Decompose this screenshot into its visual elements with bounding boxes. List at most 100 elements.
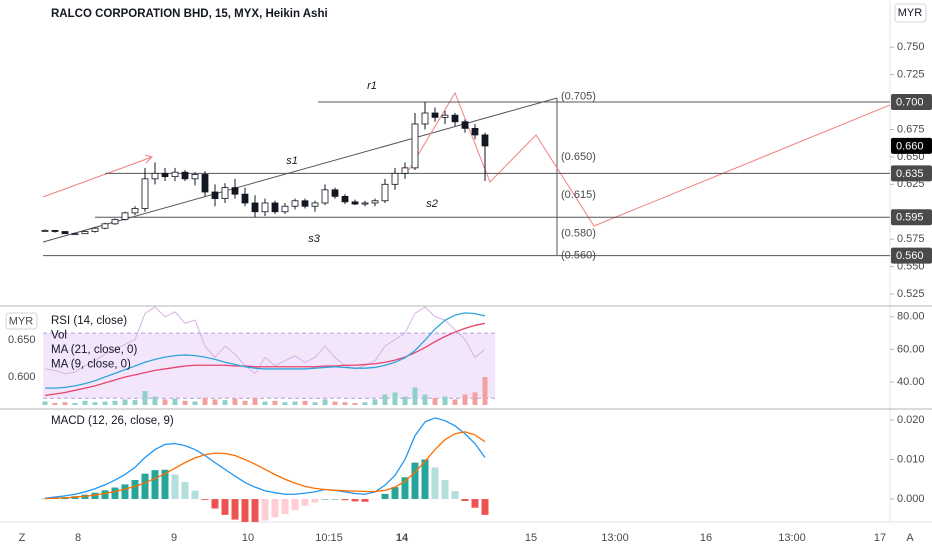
corner-left[interactable]: Z <box>19 532 26 544</box>
volume-bar <box>422 394 428 405</box>
histogram-bar <box>451 491 459 500</box>
volume-bar <box>72 402 78 405</box>
price-label-box <box>891 165 932 182</box>
trend-arrow <box>42 156 153 198</box>
currency-box[interactable] <box>894 3 927 23</box>
x-tick-label: 9 <box>171 532 177 544</box>
volume-bar <box>302 400 308 405</box>
candle-body <box>281 205 289 213</box>
volume-bar <box>432 398 438 405</box>
volume-bar <box>42 401 48 405</box>
histogram-bar <box>301 499 309 506</box>
histogram-bar <box>321 499 329 500</box>
indicator-line <box>44 306 486 375</box>
volume-bar <box>82 400 88 405</box>
candle-body <box>471 127 479 136</box>
price-label: 0.560 <box>896 250 924 262</box>
histogram-bar <box>231 499 239 520</box>
y-tick-label: 0.020 <box>897 414 925 426</box>
x-tick-label: 8 <box>75 532 81 544</box>
y-tick-label: 0.675 <box>897 123 925 135</box>
histogram-bar <box>161 469 169 500</box>
histogram-bar <box>441 480 449 500</box>
volume-bar <box>472 392 478 405</box>
candle-body <box>401 167 409 174</box>
x-tick-label: 16 <box>700 532 712 544</box>
histogram-bar <box>431 467 439 500</box>
candle-body <box>131 208 139 214</box>
volume-bar <box>462 394 468 405</box>
volume-bar <box>182 400 188 405</box>
volume-bar <box>222 400 228 405</box>
x-tick-label: 17 <box>874 532 886 544</box>
volume-bar <box>372 399 378 405</box>
y-tick-label: 60.00 <box>897 343 925 355</box>
volume-bar <box>332 401 338 405</box>
level-label: (0.615) <box>561 189 596 201</box>
candle-body <box>231 187 239 195</box>
histogram-bar <box>181 482 189 500</box>
histogram-bar <box>91 492 99 500</box>
volume-bar <box>122 399 128 405</box>
candle-body <box>211 191 219 199</box>
price-label: 0.635 <box>896 168 924 180</box>
indicator-line <box>44 322 486 397</box>
histogram-bar <box>111 487 119 500</box>
y-tick-label: 80.00 <box>897 311 925 323</box>
histogram-bar <box>131 480 139 500</box>
histogram-bar <box>261 499 269 521</box>
volume-bar <box>212 399 218 405</box>
price-label: 0.700 <box>896 96 924 108</box>
candle-body <box>371 200 379 204</box>
candle-body <box>481 134 489 147</box>
histogram-bar <box>241 499 249 522</box>
histogram-bar <box>191 490 199 500</box>
volume-bar <box>352 402 358 405</box>
macd-line <box>44 431 486 500</box>
price-label: 0.660 <box>896 140 924 152</box>
y-tick-label: 0.010 <box>897 453 925 465</box>
candle-body <box>351 201 359 205</box>
volume-bar <box>242 400 248 405</box>
histogram-bar <box>141 473 149 500</box>
histogram-bar <box>311 499 319 503</box>
level-label: (0.650) <box>561 151 596 163</box>
histogram-bar <box>371 499 379 500</box>
volume-bar <box>402 396 408 405</box>
currency[interactable]: MYR <box>898 7 923 19</box>
histogram-bar <box>201 499 209 500</box>
volume-bar <box>162 399 168 405</box>
candle-body <box>431 112 439 118</box>
histogram-bar <box>401 477 409 500</box>
level-label: (0.705) <box>561 90 596 102</box>
candle-body <box>441 114 449 118</box>
drawings <box>42 91 891 255</box>
candle-body <box>91 227 99 232</box>
volume-bar <box>452 399 458 405</box>
histogram-bar <box>221 499 229 515</box>
projection-zigzag <box>408 91 891 227</box>
volume-bar <box>172 398 178 405</box>
volume-bar <box>322 399 328 405</box>
histogram-bar <box>341 499 349 501</box>
candle-body <box>61 231 69 235</box>
candle-body <box>361 202 369 205</box>
volume-bar <box>52 402 58 405</box>
y2-tick-label: 0.600 <box>8 371 36 383</box>
corner-right[interactable]: A <box>906 532 914 544</box>
legend-entry: Vol <box>51 330 67 342</box>
x-tick-label: 13:00 <box>601 532 629 544</box>
candle-body <box>331 189 339 197</box>
candle-body <box>251 202 259 213</box>
volume-bar <box>292 401 298 405</box>
histogram-bar <box>391 487 399 500</box>
volume-bar <box>382 394 388 405</box>
histogram-bar <box>41 498 49 500</box>
candle-body <box>171 171 179 178</box>
candle-body <box>161 172 169 178</box>
histogram-bar <box>331 499 339 500</box>
price-label-box <box>891 209 932 226</box>
volume-bar <box>272 400 278 405</box>
y2-tick-label: 0.650 <box>8 334 36 346</box>
candle-body <box>341 195 349 203</box>
